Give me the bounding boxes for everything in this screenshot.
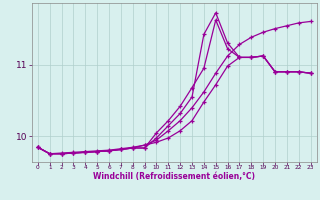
- X-axis label: Windchill (Refroidissement éolien,°C): Windchill (Refroidissement éolien,°C): [93, 172, 255, 181]
